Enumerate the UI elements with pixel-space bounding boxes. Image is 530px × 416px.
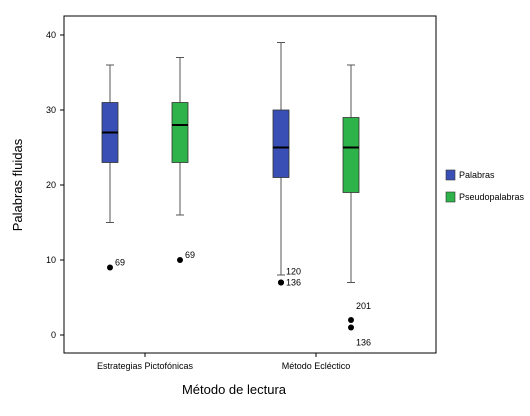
box-iqr — [342, 117, 360, 193]
outlier-point — [278, 279, 284, 286]
outlier-label: 136 — [286, 278, 301, 288]
outlier-point — [348, 324, 354, 331]
y-tick-label: 10 — [46, 255, 56, 265]
legend: Palabras Pseudopalabras — [445, 169, 525, 203]
legend-label: Pseudopalabras — [459, 192, 525, 202]
y-tick-label: 0 — [51, 330, 56, 340]
outlier-label: 69 — [115, 258, 125, 268]
x-tick-label: Método Ecléctico — [282, 361, 351, 371]
outlier-label: 120 — [286, 267, 301, 277]
plot-frame — [63, 15, 437, 354]
outlier-label: 136 — [356, 338, 371, 348]
y-tick-label: 30 — [46, 105, 56, 115]
legend-swatch — [445, 191, 456, 203]
box-palabras: 69 — [101, 64, 125, 271]
legend-label: Palabras — [459, 170, 495, 180]
y-axis: 0 10 20 30 40 — [46, 30, 64, 340]
y-tick-label: 40 — [46, 30, 56, 40]
x-axis: Estrategias Pictofónicas Método Ecléctico — [97, 353, 350, 371]
outlier-point — [107, 264, 113, 271]
box-iqr — [272, 109, 290, 178]
box-pseudopalabras: 69 — [171, 57, 195, 263]
legend-swatch — [445, 169, 456, 181]
y-axis-title: Palabras fluidas — [10, 138, 25, 231]
box-pseudopalabras: 201 136 — [342, 64, 371, 348]
y-tick-label: 20 — [46, 180, 56, 190]
box-iqr — [171, 102, 189, 163]
x-axis-title: Método de lectura — [182, 382, 287, 397]
outlier-point — [177, 257, 183, 263]
x-tick-label: Estrategias Pictofónicas — [97, 361, 194, 371]
outlier-point — [348, 317, 354, 323]
outlier-label: 69 — [185, 250, 195, 260]
outlier-label: 201 — [356, 301, 371, 311]
